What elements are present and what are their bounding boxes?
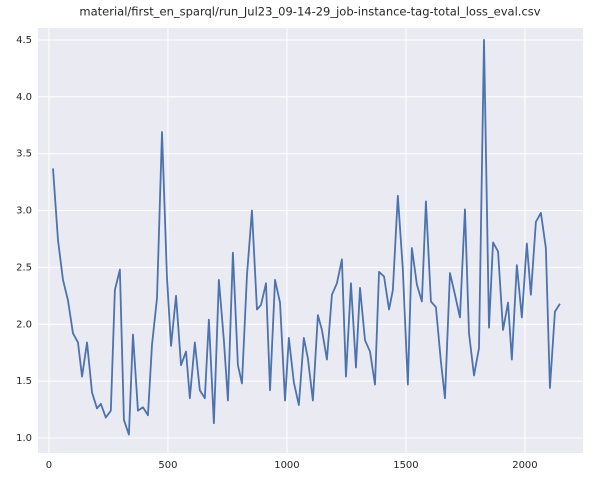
line [52, 39, 561, 436]
x-tick-label: 0 [46, 460, 52, 471]
y-tick-label: 3.0 [16, 206, 32, 217]
y-tick-label: 1.0 [16, 433, 32, 444]
x-tick-label: 2000 [512, 460, 537, 471]
y-tick-label: 4.5 [16, 35, 32, 46]
x-tick-label: 1000 [274, 460, 299, 471]
x-tick-label: 500 [158, 460, 177, 471]
y-tick-label: 4.0 [16, 92, 32, 103]
y-tick-label: 2.0 [16, 319, 32, 330]
y-tick-label: 1.5 [16, 376, 32, 387]
plot-area [38, 28, 583, 453]
y-tick-label: 3.5 [16, 149, 32, 160]
x-tick-label: 1500 [393, 460, 418, 471]
y-tick-label: 2.5 [16, 262, 32, 273]
chart-title: material/first_en_sparql/run_Jul23_09-14… [79, 5, 540, 19]
